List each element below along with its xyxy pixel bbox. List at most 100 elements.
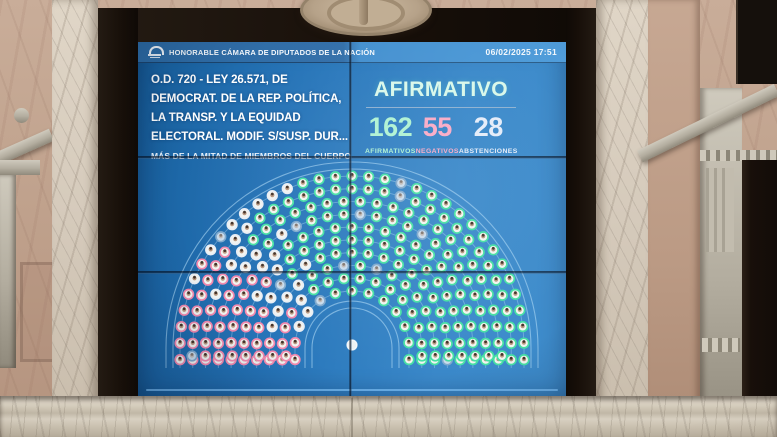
seat-dot — [313, 173, 325, 185]
seat-dot — [268, 203, 280, 216]
seat-dot — [415, 338, 428, 350]
seat-dot — [178, 304, 190, 316]
board-header: HONORABLE CÁMARA DE DIPUTADOS DE LA NACI… — [138, 42, 566, 63]
screen-frame-right — [566, 8, 596, 400]
seat-dot — [292, 279, 305, 291]
seat-dot — [509, 288, 522, 300]
seat-dot — [188, 273, 201, 285]
seat-dot — [441, 338, 453, 350]
seat-dot — [452, 261, 465, 273]
seat-dot — [204, 304, 217, 316]
seat-dot — [454, 288, 466, 301]
seat-dot — [496, 258, 508, 270]
seat-dot — [428, 337, 441, 349]
seat-dot — [463, 234, 475, 246]
seat-dot — [479, 337, 492, 350]
seat-dot — [423, 249, 436, 261]
vote-count-value: 28 — [473, 112, 504, 142]
seat-dot — [247, 234, 259, 246]
seat-dot — [354, 208, 366, 221]
seat-dot — [305, 201, 317, 214]
seat-dot — [191, 305, 203, 317]
seat-dot — [276, 228, 288, 240]
seat-dot — [338, 196, 350, 208]
seat-dot — [518, 354, 530, 366]
seat-dot — [362, 171, 375, 183]
seat-dot — [370, 276, 382, 289]
diputados-logo-icon — [147, 46, 164, 58]
seat-dot — [252, 198, 264, 210]
seat-dot — [496, 289, 508, 301]
seat-dot — [446, 274, 458, 286]
guide-arc — [281, 277, 423, 368]
entablature-left — [0, 160, 40, 175]
seat-dot — [282, 196, 295, 208]
result-outcome: AFIRMATIVO — [373, 78, 509, 101]
seat-dot — [281, 291, 293, 303]
seat-dot — [387, 201, 399, 214]
guide-arc — [165, 161, 539, 368]
seat-dot — [505, 337, 517, 350]
seat-dot — [266, 350, 279, 362]
stone-pilaster-left — [0, 175, 16, 368]
seat-dot — [518, 337, 530, 349]
seat-dot — [329, 222, 341, 234]
result-panel: AFIRMATIVO 162 AFIRMATIVOS 55 NEGATIVOS … — [353, 78, 529, 155]
seat-dot — [253, 350, 265, 362]
seat-dot — [379, 226, 391, 238]
vote-count-negativos: 55 NEGATIVOS — [416, 113, 459, 155]
seat-dot — [432, 223, 444, 235]
seat-dot — [482, 260, 494, 272]
seat-dot — [447, 305, 460, 317]
seat-dot — [442, 249, 454, 261]
seat-dot — [408, 253, 420, 266]
seat-dot — [240, 350, 252, 362]
seat-dot — [272, 305, 284, 317]
seat-dot — [403, 207, 415, 219]
seat-dot — [432, 276, 444, 288]
seat-dot — [305, 214, 318, 227]
seat-dot — [482, 288, 494, 300]
seat-dot — [416, 228, 428, 240]
seat-dot — [268, 249, 281, 261]
seat-dot — [210, 260, 222, 272]
seat-dot — [226, 219, 238, 231]
seat-dot — [175, 320, 187, 333]
seat-dot — [354, 260, 366, 272]
seat-dot — [354, 273, 366, 285]
seat-dot — [440, 198, 452, 210]
seat-dot — [289, 207, 301, 219]
seat-dot — [439, 322, 451, 334]
vote-count-label: AFIRMATIVOS — [365, 148, 416, 155]
seat-dot — [378, 252, 390, 264]
vote-count-label: ABSTENCIONES — [458, 148, 518, 155]
seat-dot — [293, 320, 305, 333]
seat-dot — [434, 306, 447, 318]
seat-dot — [505, 354, 517, 366]
seat-dot — [329, 287, 342, 300]
marble-pilaster-right — [596, 0, 648, 437]
seat-dot — [426, 189, 438, 202]
seat-dot — [492, 337, 505, 349]
board-timestamp: 06/02/2025 17:51 — [485, 47, 557, 57]
seat-dot — [418, 214, 430, 226]
seat-dot — [453, 208, 466, 220]
seat-dot — [290, 220, 302, 233]
seat-dot — [313, 226, 325, 238]
seat-dot — [322, 276, 334, 289]
seat-dot — [473, 246, 485, 258]
seat-dot — [378, 186, 391, 198]
seat-dot — [281, 182, 293, 195]
vote-count-afirmativos: 162 AFIRMATIVOS — [365, 113, 416, 155]
seat-dot — [212, 337, 225, 350]
seat-dot — [314, 252, 326, 264]
seat-dot — [215, 231, 227, 243]
seat-dot — [297, 231, 309, 244]
doorway-right — [742, 160, 777, 437]
seat-dot — [238, 337, 250, 349]
seat-dot — [329, 235, 342, 247]
seat-dot — [330, 248, 342, 260]
seat-dot — [474, 305, 487, 317]
seat-dot — [426, 321, 438, 333]
fluted-panel-right — [706, 168, 734, 252]
